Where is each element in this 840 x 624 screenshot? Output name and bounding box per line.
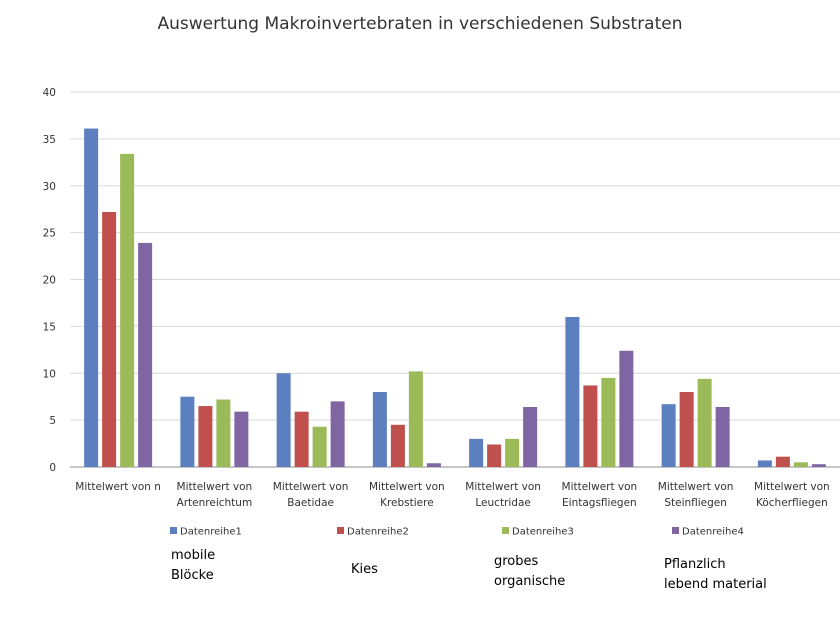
x-tick-label: Mittelwert von n [75,481,161,493]
x-tick-label-line: Steinfliegen [664,497,727,509]
chart-title: Auswertung Makroinvertebraten in verschi… [157,14,683,34]
bar-datenreihe4-4 [523,407,538,467]
annotation-line: Pflanzlich [664,557,726,572]
bar-datenreihe4-0 [138,242,153,467]
bar-datenreihe2-5 [583,385,598,467]
bar-datenreihe1-0 [84,128,99,467]
legend-label-datenreihe2: Datenreihe2 [347,527,409,538]
y-tick-label: 40 [43,87,56,99]
bar-datenreihe4-3 [426,463,441,467]
legend-swatch-datenreihe4 [672,527,679,534]
bar-datenreihe1-5 [565,317,580,467]
bar-datenreihe3-7 [793,462,808,467]
bar-datenreihe3-3 [408,371,423,467]
bar-datenreihe1-7 [757,460,772,467]
x-tick-label-line: Mittelwert von [177,481,253,493]
bar-datenreihe3-5 [601,377,616,467]
bar-datenreihe3-6 [697,378,712,467]
x-tick-label: Mittelwert von Leuctridae [465,481,541,509]
gridlines [70,91,840,468]
bar-datenreihe2-7 [775,456,790,467]
annotation-mobile-bloecke: mobile Blöcke [171,546,215,586]
annotation-line: Blöcke [171,568,214,583]
x-axis-ticks: Mittelwert von n Mittelwert von Artenreich… [75,481,829,509]
y-tick-label: 0 [49,462,56,474]
x-tick-label-line: Mittelwert von [562,481,638,493]
annotation-line: mobile [171,548,216,563]
annotation-line: Kies [351,562,378,577]
x-tick-label: Mittelwert von Baetidae [273,481,349,509]
x-tick-label-line: Mittelwert von [273,481,349,493]
annotation-line: lebend material [664,577,767,592]
legend-swatch-datenreihe2 [337,527,344,534]
x-tick-label: Mittelwert von Artenreichtum [177,481,253,509]
bar-datenreihe4-2 [330,401,345,467]
y-tick-label: 20 [43,275,56,287]
x-tick-label-line: Mittelwert von [465,481,541,493]
x-tick-label-line: Leuctridae [475,497,530,509]
bar-datenreihe1-1 [180,396,195,467]
annotation-pflanzlich: Pflanzlich lebend material [664,555,767,595]
bars [84,128,826,467]
bar-datenreihe2-0 [102,212,117,467]
x-tick-label-line: Krebstiere [380,497,434,509]
bar-datenreihe2-1 [198,406,213,467]
x-tick-label: Mittelwert von Eintagsfliegen [562,481,638,509]
x-tick-label-line: Mittelwert von [754,481,830,493]
bar-datenreihe1-4 [469,438,484,467]
bar-datenreihe1-2 [276,373,291,467]
y-tick-label: 15 [43,321,56,333]
cropped-edge [0,594,840,624]
legend-label-datenreihe4: Datenreihe4 [682,527,744,538]
bar-datenreihe2-3 [390,424,405,467]
x-tick-label-line: Artenreichtum [177,497,253,509]
bar-datenreihe4-7 [811,464,826,467]
bar-datenreihe3-4 [505,438,520,467]
y-tick-label: 30 [43,181,56,193]
legend-swatch-datenreihe1 [170,527,177,534]
bar-datenreihe1-6 [661,404,676,467]
annotation-line: grobes [494,554,539,569]
legend: Datenreihe1 Datenreihe2 Datenreihe3 Datenre… [170,527,744,538]
bar-datenreihe4-1 [234,411,249,467]
bar-datenreihe2-6 [679,392,694,467]
legend-swatch-datenreihe3 [502,527,509,534]
x-tick-label: Mittelwert von Steinfliegen [658,481,734,509]
bar-datenreihe3-0 [120,153,135,467]
annotation-kies: Kies [351,560,378,580]
bar-datenreihe4-6 [715,407,730,467]
y-tick-label: 25 [43,228,56,240]
bar-datenreihe2-2 [294,411,309,467]
x-tick-label-line: Eintagsfliegen [562,497,637,509]
x-tick-label-line: Mittelwert von [369,481,445,493]
annotation-line: organische [494,574,566,589]
legend-label-datenreihe1: Datenreihe1 [180,527,242,538]
x-tick-label: Mittelwert von Krebstiere [369,481,445,509]
x-tick-label: Mittelwert von Köcherfliegen [754,481,830,509]
y-tick-label: 35 [43,134,56,146]
bar-datenreihe1-3 [372,392,387,467]
legend-label-datenreihe3: Datenreihe3 [512,527,574,538]
x-tick-label-line: Baetidae [287,497,334,509]
x-tick-label-line: Köcherfliegen [756,497,828,509]
y-tick-label: 10 [43,368,56,380]
x-tick-label-line: Mittelwert von [658,481,734,493]
x-tick-label-line: Mittelwert von n [75,481,161,493]
bar-datenreihe4-5 [619,350,634,467]
bar-datenreihe2-4 [487,444,502,467]
bar-datenreihe3-1 [216,399,231,467]
y-axis-ticks: 0 5 10 15 20 25 30 35 40 [43,87,56,474]
y-tick-label: 5 [49,415,56,427]
bar-datenreihe3-2 [312,426,327,467]
